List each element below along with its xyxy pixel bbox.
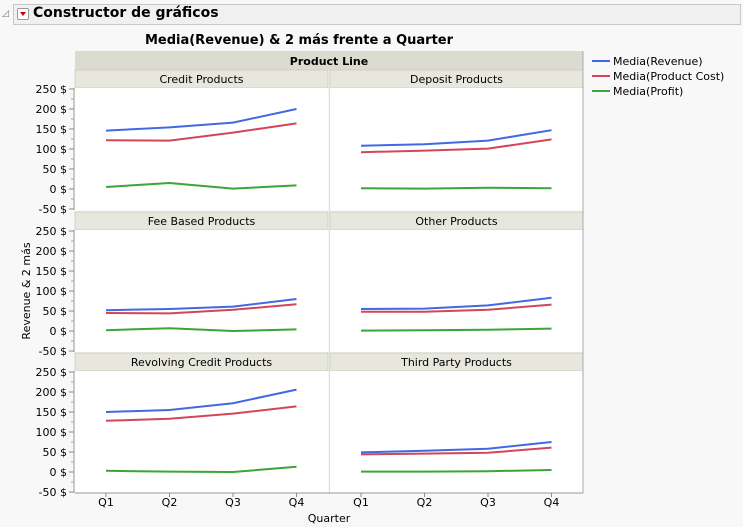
series-line-media-product-cost-	[105, 303, 297, 315]
series-line-media-product-cost-	[361, 303, 552, 313]
y-tick-label: 150 $	[36, 123, 68, 136]
chart-title: Media(Revenue) & 2 más frente a Quarter	[145, 33, 454, 48]
y-tick-label: 0 $	[50, 325, 68, 338]
y-tick-label: 50 $	[43, 305, 68, 318]
y-tick-label: -50 $	[39, 203, 67, 216]
y-tick-label: 50 $	[43, 163, 68, 176]
y-tick-label: 150 $	[36, 265, 68, 278]
y-tick-label: 100 $	[36, 143, 68, 156]
y-tick-label: -50 $	[39, 486, 67, 499]
series-line-media-revenue-	[105, 298, 297, 312]
x-tick-label: Q2	[162, 496, 178, 509]
series-line-media-profit-	[360, 327, 552, 332]
y-tick-label: 0 $	[50, 183, 68, 196]
series-line-media-product-cost-	[105, 405, 297, 422]
group-header-label: Product Line	[290, 55, 368, 68]
y-tick-label: 100 $	[36, 426, 68, 439]
legend-label: Media(Profit)	[613, 85, 683, 98]
series-line-media-profit-	[360, 186, 552, 190]
panel-title: Deposit Products	[410, 73, 503, 86]
y-tick-label: 50 $	[43, 446, 68, 459]
series-line-media-profit-	[361, 469, 552, 473]
panel-title: Other Products	[415, 215, 497, 228]
x-tick-label: Q4	[544, 496, 560, 509]
legend-label: Media(Product Cost)	[613, 70, 724, 83]
panel-plot-area	[75, 371, 328, 493]
panel-title: Third Party Products	[400, 356, 512, 369]
y-tick-label: 250 $	[36, 83, 68, 96]
series-line-media-product-cost-	[105, 122, 297, 142]
y-tick-label: 250 $	[36, 366, 68, 379]
outline-header	[13, 4, 741, 25]
series-line-media-revenue-	[360, 296, 552, 310]
panel-title: Credit Products	[159, 73, 243, 86]
panel-plot-area	[75, 88, 328, 210]
panel-title: Revolving Credit Products	[131, 356, 273, 369]
red-triangle-menu-icon[interactable]	[17, 8, 29, 20]
series-line-media-product-cost-	[360, 446, 552, 456]
series-line-media-revenue-	[360, 129, 552, 147]
y-tick-label: -50 $	[39, 345, 67, 358]
x-tick-label: Q3	[480, 496, 496, 509]
x-tick-label: Q3	[225, 496, 241, 509]
y-axis-label: Revenue & 2 más	[20, 242, 33, 339]
series-line-media-product-cost-	[360, 138, 552, 154]
y-tick-label: 100 $	[36, 285, 68, 298]
legend-label: Media(Revenue)	[613, 55, 703, 68]
y-tick-label: 200 $	[36, 245, 68, 258]
x-axis-label: Quarter	[308, 512, 351, 525]
y-tick-label: 200 $	[36, 103, 68, 116]
series-line-media-profit-	[105, 181, 297, 190]
group-header-bg	[75, 51, 583, 70]
series-line-media-profit-	[105, 465, 297, 474]
series-line-media-revenue-	[105, 108, 297, 132]
panel-plot-area	[330, 230, 583, 352]
panel-plot-area	[330, 371, 583, 493]
platform-title: Constructor de gráficos	[33, 5, 219, 21]
y-tick-label: 250 $	[36, 225, 68, 238]
x-tick-label: Q1	[98, 496, 114, 509]
y-tick-label: 0 $	[50, 466, 68, 479]
disclosure-triangle-icon[interactable]: ◿	[2, 9, 9, 19]
series-line-media-profit-	[105, 327, 297, 333]
y-tick-label: 200 $	[36, 386, 68, 399]
series-line-media-revenue-	[105, 388, 297, 413]
y-tick-label: 150 $	[36, 406, 68, 419]
panel-title: Fee Based Products	[148, 215, 256, 228]
x-tick-label: Q4	[289, 496, 305, 509]
panel-plot-area	[75, 230, 328, 352]
x-tick-label: Q2	[417, 496, 433, 509]
series-line-media-revenue-	[360, 441, 552, 454]
x-tick-label: Q1	[353, 496, 369, 509]
